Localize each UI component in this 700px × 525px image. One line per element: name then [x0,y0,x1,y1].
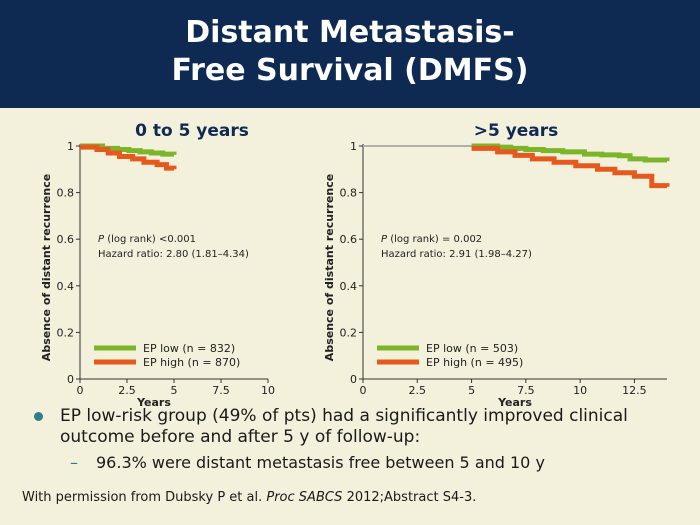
legend-label: EP low (n = 503) [426,342,518,355]
x-tick-label: 12.5 [622,384,647,397]
y-tick-label: 1 [350,140,357,153]
x-axis-label: Years [497,396,532,409]
citation: With permission from Dubsky P et al. Pro… [22,490,476,505]
citation-prefix: With permission from Dubsky P et al. [22,490,267,505]
legend-label: EP high (n = 495) [426,356,523,369]
hazard-ratio-annotation: Hazard ratio: 2.80 (1.81–4.34) [98,249,249,260]
y-tick-label: 0.2 [340,326,358,339]
x-tick-label: 5 [171,384,178,397]
y-tick-label: 0.2 [57,326,75,339]
p-value-annotation: P (log rank) <0.001 [98,234,196,245]
x-tick-label: 2.5 [409,384,427,397]
citation-suffix: 2012;Abstract S4-3. [342,490,477,505]
x-tick-label: 2.5 [118,384,136,397]
bullet-sub-text: 96.3% were distant metastasis free betwe… [96,453,545,472]
ep-high-curve [80,144,177,171]
chart-title: 0 to 5 years [135,121,249,141]
dash-icon: – [70,453,78,472]
y-axis-label: Absence of distant recurrence [40,174,53,361]
y-tick-label: 0.6 [340,233,358,246]
x-tick-label: 7.5 [212,384,230,397]
y-tick-label: 0.4 [340,280,358,293]
citation-journal: Proc SABCS [266,490,343,505]
ep-high-curve [471,145,670,189]
slide-title-line-1: Distant Metastasis- [185,15,515,50]
y-tick-label: 0 [67,373,74,386]
bullet-main: EP low-risk group (49% of pts) had a sig… [34,406,674,448]
p-value-annotation: P (log rank) = 0.002 [381,234,482,245]
x-tick-label: 10 [573,384,587,397]
slide-title-line-2: Free Survival (DMFS) [171,53,529,88]
bullet-dot-icon [34,412,43,421]
bullet-list: EP low-risk group (49% of pts) had a sig… [34,406,674,474]
y-tick-label: 0.4 [57,280,75,293]
y-tick-label: 0.6 [57,233,75,246]
y-tick-label: 0 [350,373,357,386]
bullet-main-text: EP low-risk group (49% of pts) had a sig… [60,406,628,447]
title-banner [0,0,700,108]
hazard-ratio-annotation: Hazard ratio: 2.91 (1.98–4.27) [381,249,532,260]
ep-low-curve [471,143,670,163]
x-tick-label: 0 [77,384,84,397]
y-tick-label: 0.8 [340,187,358,200]
y-tick-label: 0.8 [57,187,75,200]
x-tick-label: 10 [261,384,275,397]
x-axis-label: Years [136,396,171,409]
chart-title: >5 years [474,121,559,141]
x-tick-label: 7.5 [517,384,535,397]
legend-label: EP low (n = 832) [143,342,235,355]
slide-title: Distant Metastasis- Free Survival (DMFS) [0,14,700,90]
y-axis-label: Absence of distant recurrence [323,174,336,361]
legend-label: EP high (n = 870) [143,356,240,369]
bullet-sub: – 96.3% were distant metastasis free bet… [34,452,674,474]
x-tick-label: 0 [360,384,367,397]
x-tick-label: 5 [468,384,475,397]
y-tick-label: 1 [67,140,74,153]
